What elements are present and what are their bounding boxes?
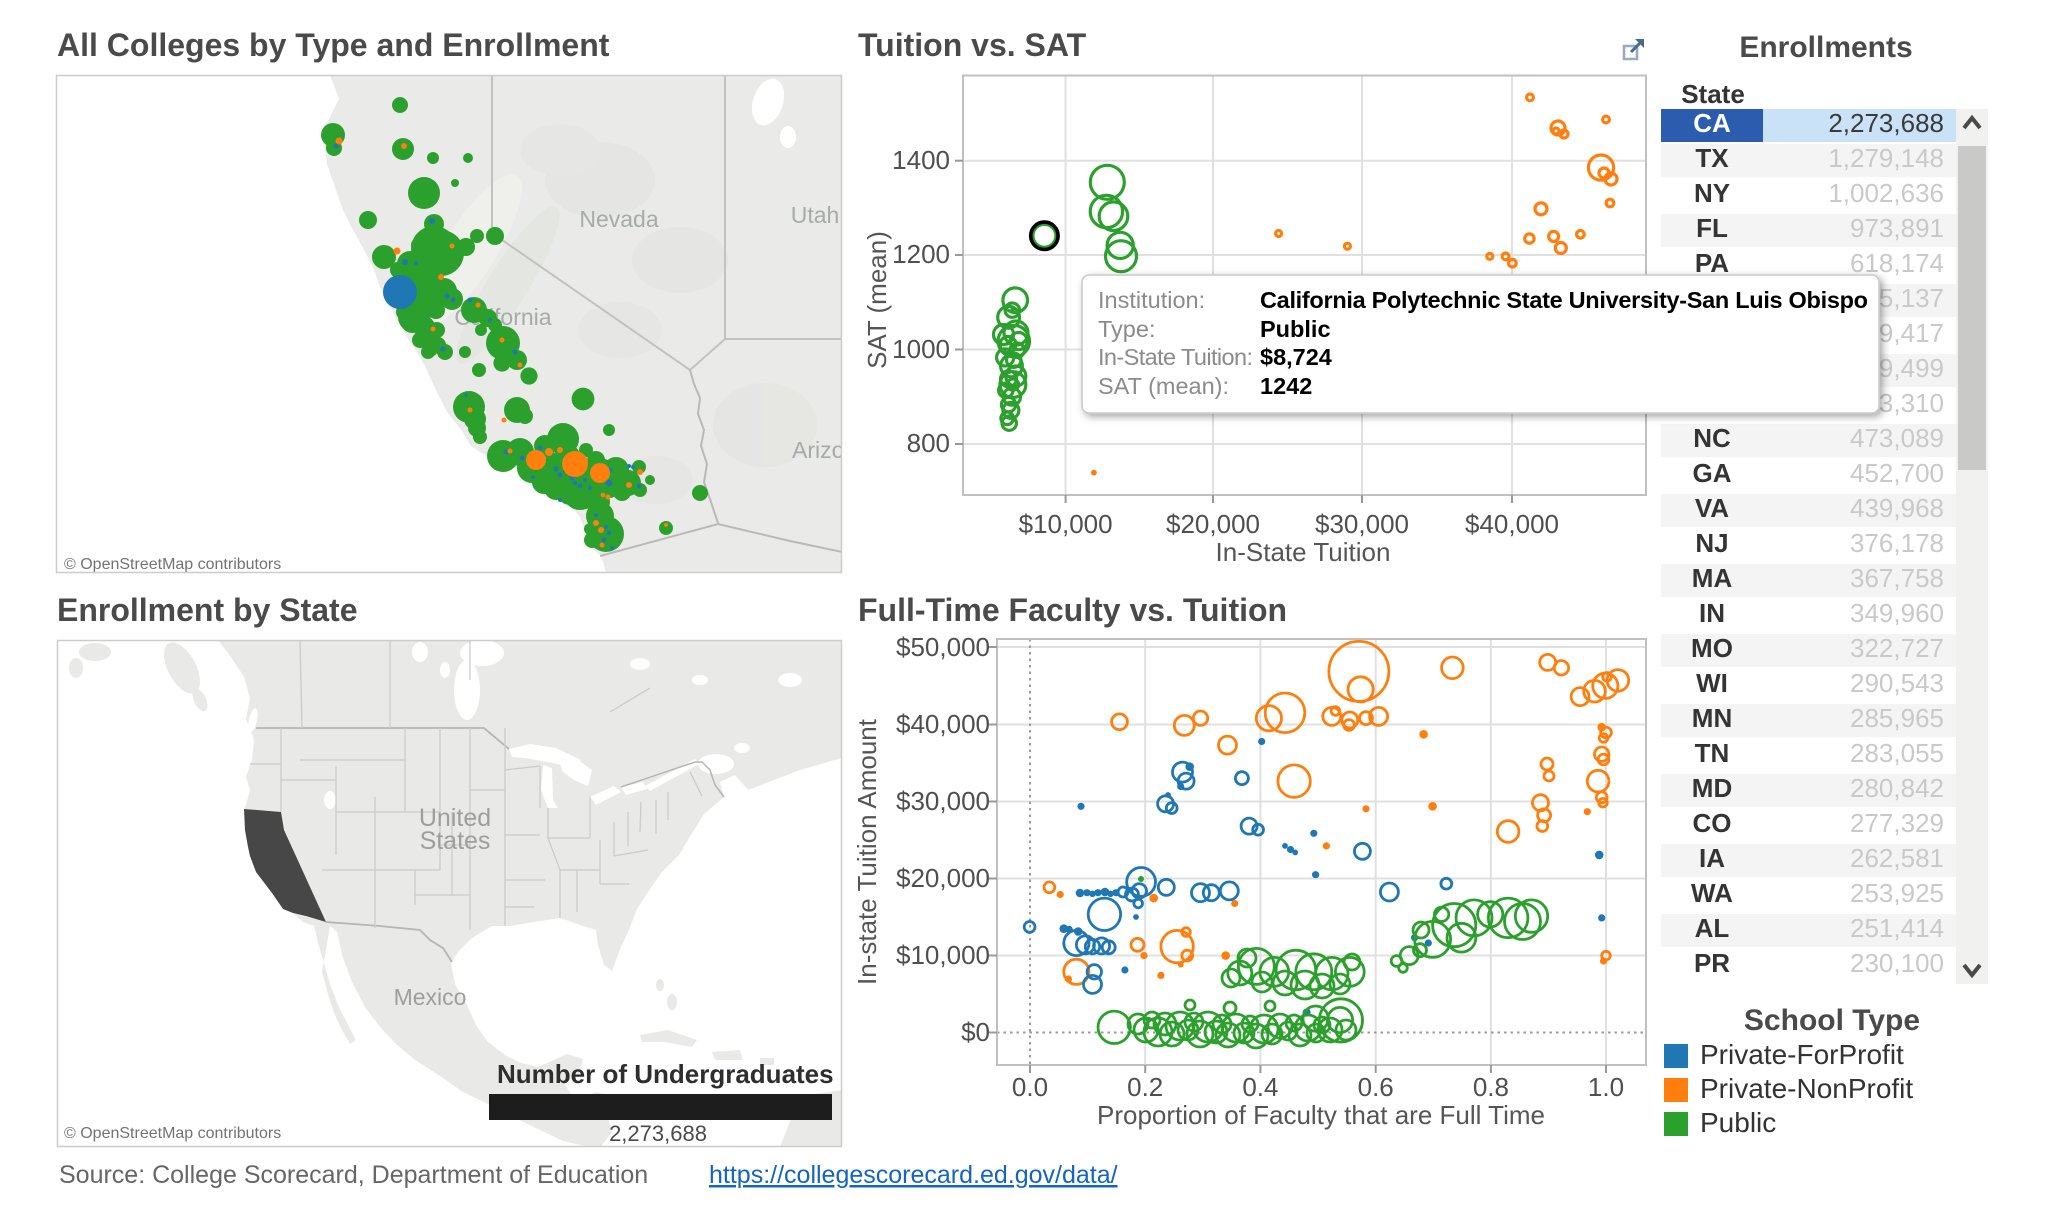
svg-text:School Type: School Type [1744, 1004, 1920, 1037]
svg-text:MO: MO [1691, 633, 1733, 663]
svg-text:1.0: 1.0 [1588, 1072, 1624, 1102]
svg-text:2,273,688: 2,273,688 [1828, 108, 1944, 138]
svg-text:Full-Time Faculty vs. Tuition: Full-Time Faculty vs. Tuition [858, 592, 1287, 628]
svg-text:Private-NonProfit: Private-NonProfit [1700, 1073, 1913, 1104]
svg-text:262,581: 262,581 [1850, 843, 1944, 873]
svg-text:NC: NC [1693, 423, 1731, 453]
svg-text:MA: MA [1692, 563, 1733, 593]
svg-text:$0: $0 [961, 1017, 990, 1047]
svg-text:$20,000: $20,000 [1166, 509, 1260, 539]
svg-text:CA: CA [1693, 108, 1731, 138]
svg-text:United: United [419, 804, 491, 832]
svg-text:0.0: 0.0 [1012, 1072, 1048, 1102]
svg-text:2,273,688: 2,273,688 [609, 1121, 707, 1146]
svg-text:NY: NY [1694, 178, 1730, 208]
svg-text:349,960: 349,960 [1850, 598, 1944, 628]
svg-text:1400: 1400 [892, 145, 950, 175]
svg-text:Tuition vs. SAT: Tuition vs. SAT [858, 27, 1087, 63]
svg-text:All Colleges by Type and Enrol: All Colleges by Type and Enrollment [57, 27, 610, 63]
svg-text:0.2: 0.2 [1127, 1072, 1163, 1102]
svg-text:322,727: 322,727 [1850, 633, 1944, 663]
svg-text:1000: 1000 [892, 334, 950, 364]
svg-text:$50,000: $50,000 [896, 632, 990, 662]
svg-text:$30,000: $30,000 [896, 786, 990, 816]
svg-text:1,002,636: 1,002,636 [1828, 178, 1944, 208]
svg-text:WA: WA [1691, 878, 1733, 908]
svg-text:230,100: 230,100 [1850, 948, 1944, 978]
svg-text:WI: WI [1696, 668, 1728, 698]
svg-text:Arizona: Arizona [792, 437, 870, 463]
svg-text:Private-ForProfit: Private-ForProfit [1700, 1039, 1904, 1070]
svg-text:MD: MD [1692, 773, 1732, 803]
svg-text:251,414: 251,414 [1850, 913, 1944, 943]
svg-text:In-State Tuition:: In-State Tuition: [1098, 344, 1252, 370]
svg-text:SAT (mean):: SAT (mean): [1098, 373, 1229, 399]
svg-text:AL: AL [1695, 913, 1730, 943]
svg-text:Number of Undergraduates: Number of Undergraduates [497, 1059, 834, 1089]
svg-text:Type:: Type: [1098, 316, 1155, 342]
svg-text:Public: Public [1260, 316, 1331, 342]
svg-text:0.4: 0.4 [1242, 1072, 1278, 1102]
svg-text:In-State Tuition: In-State Tuition [1216, 537, 1391, 567]
svg-text:253,925: 253,925 [1850, 878, 1944, 908]
svg-text:SAT (mean): SAT (mean) [862, 231, 892, 369]
svg-text:0.8: 0.8 [1473, 1072, 1509, 1102]
svg-text:Nevada: Nevada [579, 206, 658, 232]
svg-text:PR: PR [1694, 948, 1730, 978]
svg-text:$40,000: $40,000 [1465, 509, 1559, 539]
svg-text:PA: PA [1695, 248, 1729, 278]
svg-text:TX: TX [1695, 143, 1729, 173]
svg-text:Proportion of Faculty that are: Proportion of Faculty that are Full Time [1097, 1100, 1545, 1130]
svg-text:973,891: 973,891 [1850, 213, 1944, 243]
svg-text:618,174: 618,174 [1850, 248, 1944, 278]
svg-text:Utah: Utah [791, 202, 840, 228]
svg-text:Public: Public [1700, 1107, 1776, 1138]
svg-text:439,968: 439,968 [1850, 493, 1944, 523]
svg-text:1200: 1200 [892, 239, 950, 269]
svg-text:State: State [1681, 79, 1745, 109]
svg-text:$20,000: $20,000 [896, 863, 990, 893]
svg-text:In-state Tuition Amount: In-state Tuition Amount [852, 718, 882, 985]
svg-text:277,329: 277,329 [1850, 808, 1944, 838]
svg-text:$10,000: $10,000 [1019, 509, 1113, 539]
svg-text:NJ: NJ [1695, 528, 1728, 558]
svg-text:283,055: 283,055 [1850, 738, 1944, 768]
svg-text:Institution:: Institution: [1098, 287, 1205, 313]
svg-text:1242: 1242 [1260, 373, 1312, 399]
svg-text:© OpenStreetMap contributors: © OpenStreetMap contributors [64, 1125, 281, 1142]
svg-text:$40,000: $40,000 [896, 709, 990, 739]
svg-text:Enrollment by State: Enrollment by State [57, 592, 358, 628]
svg-text:VA: VA [1695, 493, 1729, 523]
svg-text:FL: FL [1696, 213, 1728, 243]
svg-text:Mexico: Mexico [394, 984, 467, 1010]
svg-text:452,700: 452,700 [1850, 458, 1944, 488]
svg-text:California Polytechnic State U: California Polytechnic State University-… [1260, 287, 1868, 313]
svg-text:https://collegescorecard.ed.go: https://collegescorecard.ed.gov/data/ [709, 1161, 1118, 1189]
svg-text:290,543: 290,543 [1850, 668, 1944, 698]
svg-text:376,178: 376,178 [1850, 528, 1944, 558]
svg-text:CO: CO [1693, 808, 1732, 838]
svg-text:MN: MN [1692, 703, 1732, 733]
svg-text:States: States [420, 827, 491, 855]
svg-text:IN: IN [1699, 598, 1725, 628]
svg-text:473,089: 473,089 [1850, 423, 1944, 453]
svg-text:$10,000: $10,000 [896, 940, 990, 970]
svg-text:280,842: 280,842 [1850, 773, 1944, 803]
svg-text:TN: TN [1695, 738, 1730, 768]
svg-text:1,279,148: 1,279,148 [1828, 143, 1944, 173]
svg-text:$30,000: $30,000 [1315, 509, 1409, 539]
svg-text:Source: College Scorecard, Dep: Source: College Scorecard, Department of… [59, 1161, 648, 1189]
svg-text:800: 800 [907, 428, 950, 458]
svg-text:0.6: 0.6 [1358, 1072, 1394, 1102]
svg-text:$8,724: $8,724 [1260, 344, 1332, 370]
svg-text:285,965: 285,965 [1850, 703, 1944, 733]
svg-text:GA: GA [1693, 458, 1732, 488]
svg-text:© OpenStreetMap contributors: © OpenStreetMap contributors [64, 556, 281, 573]
svg-text:Enrollments: Enrollments [1739, 31, 1912, 64]
svg-text:367,758: 367,758 [1850, 563, 1944, 593]
svg-text:IA: IA [1699, 843, 1725, 873]
